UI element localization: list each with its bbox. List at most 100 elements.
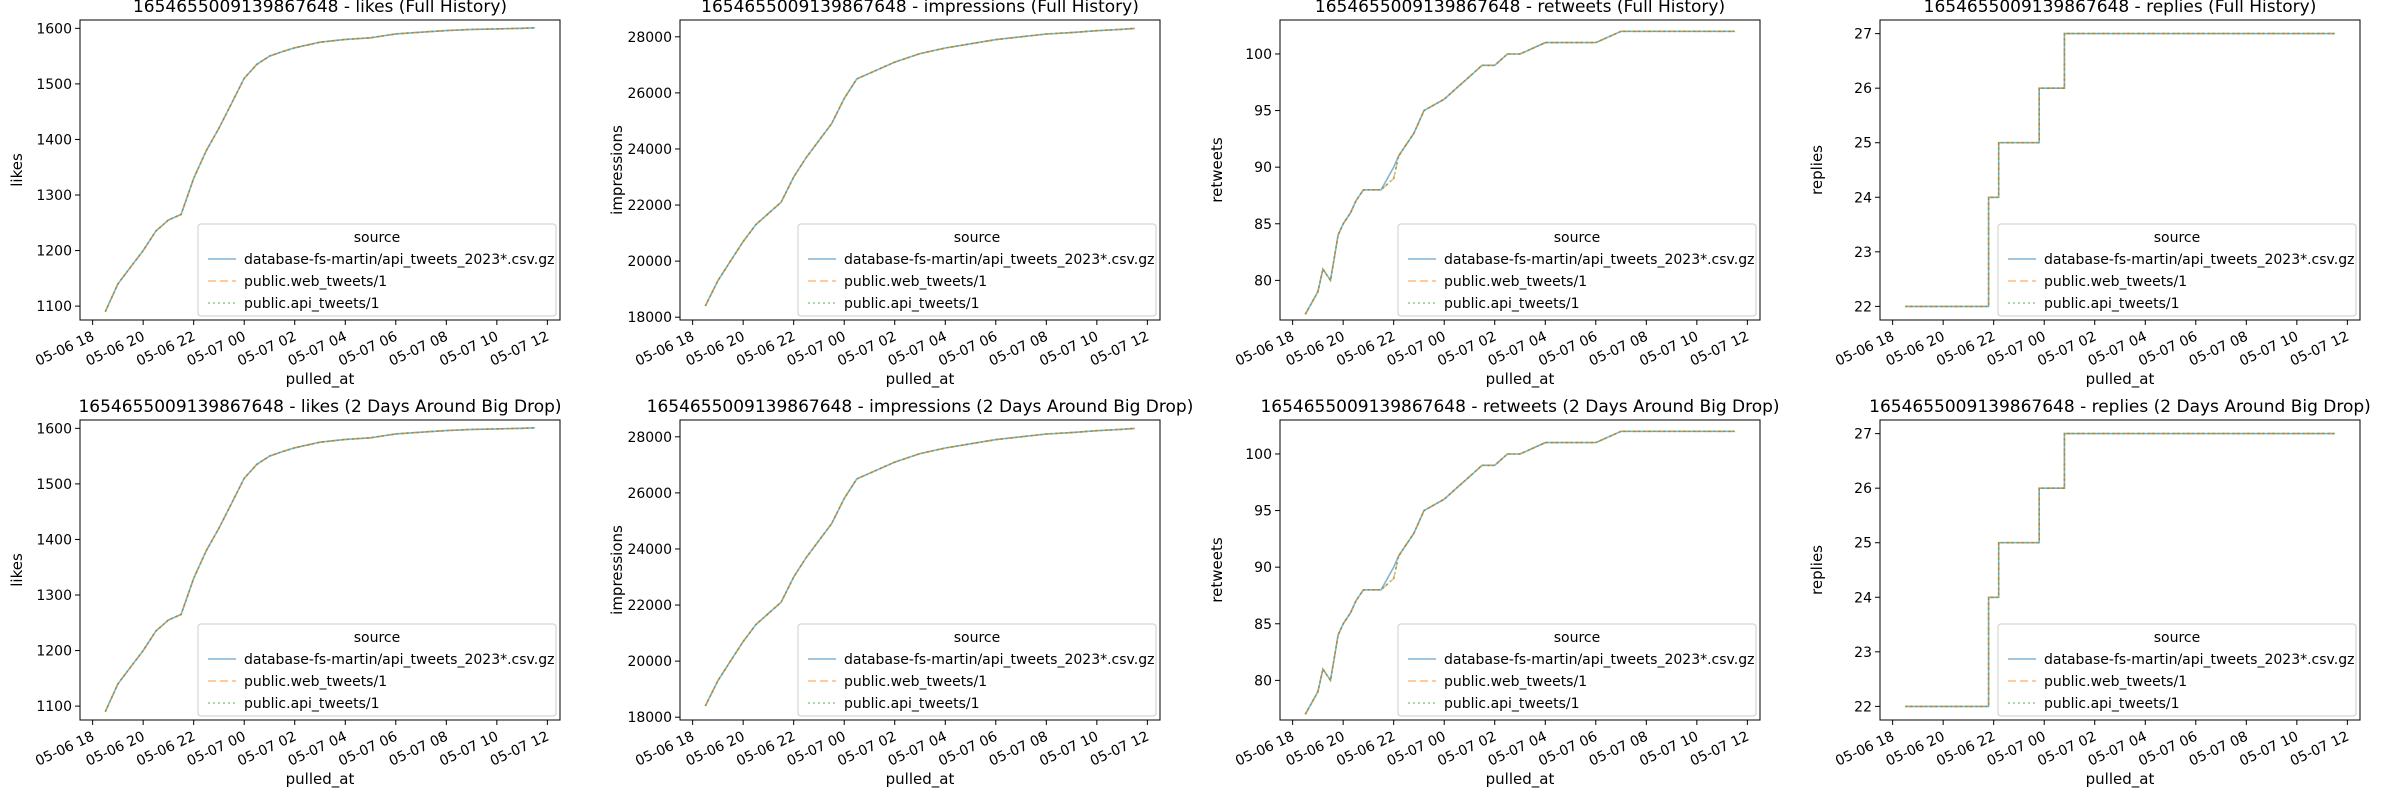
y-tick-label: 1400 bbox=[36, 532, 72, 548]
series-line-2 bbox=[1304, 30, 1735, 315]
subplot-title: 1654655009139867648 - likes (2 Days Arou… bbox=[78, 397, 561, 417]
y-axis-label: replies bbox=[1808, 545, 1826, 595]
y-tick-label: 1400 bbox=[36, 132, 72, 148]
legend-box bbox=[197, 223, 557, 317]
legend-title: source bbox=[954, 630, 1001, 646]
subplot-title: 1654655009139867648 - impressions (2 Day… bbox=[647, 397, 1194, 417]
series-line-3 bbox=[104, 27, 535, 313]
legend-entry: database-fs-martin/api_tweets_2023*.csv.… bbox=[2044, 652, 2354, 668]
axes-frame bbox=[1279, 19, 1761, 321]
x-tick-label: 05-07 12 bbox=[488, 329, 552, 370]
y-tick-label: 1100 bbox=[36, 299, 72, 315]
x-axis-label: pulled_at bbox=[2086, 770, 2155, 789]
x-axis-label: pulled_at bbox=[2086, 370, 2155, 389]
y-tick-label: 18000 bbox=[627, 710, 672, 726]
y-tick-label: 26 bbox=[1854, 481, 1872, 497]
y-tick-label: 95 bbox=[1254, 504, 1272, 520]
legend-entry: database-fs-martin/api_tweets_2023*.csv.… bbox=[2044, 252, 2354, 268]
subplot-6: 1654655009139867648 - impressions (2 Day… bbox=[608, 397, 1193, 789]
y-tick-label: 23 bbox=[1854, 245, 1872, 261]
legend-box bbox=[797, 623, 1157, 717]
y-tick-label: 1600 bbox=[36, 21, 72, 37]
y-tick-label: 27 bbox=[1854, 427, 1872, 443]
legend-box bbox=[1997, 623, 2357, 717]
legend-entry: public.api_tweets/1 bbox=[844, 296, 980, 312]
legend-title: source bbox=[2154, 230, 2201, 246]
y-tick-label: 28000 bbox=[627, 30, 672, 46]
legend-entry: public.web_tweets/1 bbox=[844, 674, 987, 690]
y-tick-label: 27 bbox=[1854, 27, 1872, 43]
x-axis-label: pulled_at bbox=[886, 770, 955, 789]
legend-entry: public.web_tweets/1 bbox=[844, 274, 987, 290]
legend-entry: public.web_tweets/1 bbox=[244, 274, 387, 290]
y-tick-label: 26000 bbox=[627, 486, 672, 502]
y-tick-label: 95 bbox=[1254, 104, 1272, 120]
x-tick-label: 05-07 12 bbox=[1688, 729, 1752, 770]
y-tick-label: 80 bbox=[1254, 673, 1272, 689]
axes-frame bbox=[1879, 419, 2361, 721]
y-tick-label: 20000 bbox=[627, 654, 672, 670]
legend-box bbox=[1397, 623, 1757, 717]
x-tick-label: 05-07 12 bbox=[1088, 329, 1152, 370]
y-tick-label: 85 bbox=[1254, 217, 1272, 233]
legend-entry: public.api_tweets/1 bbox=[2044, 696, 2180, 712]
y-tick-label: 24 bbox=[1854, 590, 1872, 606]
y-tick-label: 24000 bbox=[627, 542, 672, 558]
subplot-1: 1654655009139867648 - likes (Full Histor… bbox=[8, 0, 561, 389]
legend-entry: database-fs-martin/api_tweets_2023*.csv.… bbox=[244, 252, 554, 268]
legend: source database-fs-martin/api_tweets_2023… bbox=[197, 623, 557, 717]
y-tick-label: 100 bbox=[1245, 47, 1272, 63]
series-line-3 bbox=[704, 27, 1135, 307]
legend-entry: public.web_tweets/1 bbox=[1444, 274, 1587, 290]
legend-box bbox=[1997, 223, 2357, 317]
series-line-2 bbox=[1905, 32, 2335, 308]
legend-entry: public.api_tweets/1 bbox=[844, 696, 980, 712]
y-tick-label: 90 bbox=[1254, 160, 1272, 176]
legend-entry: public.api_tweets/1 bbox=[1444, 296, 1580, 312]
legend-box bbox=[1397, 223, 1757, 317]
y-tick-label: 1600 bbox=[36, 421, 72, 437]
legend-title: source bbox=[2154, 630, 2201, 646]
legend: source database-fs-martin/api_tweets_2023… bbox=[1997, 223, 2357, 317]
legend: source database-fs-martin/api_tweets_2023… bbox=[797, 223, 1157, 317]
x-axis-label: pulled_at bbox=[1486, 770, 1555, 789]
y-tick-label: 20000 bbox=[627, 254, 672, 270]
legend-entry: public.web_tweets/1 bbox=[244, 674, 387, 690]
y-axis-label: retweets bbox=[1208, 537, 1226, 603]
axes-frame bbox=[679, 19, 1161, 321]
subplot-title: 1654655009139867648 - retweets (Full His… bbox=[1315, 0, 1725, 17]
y-tick-label: 1100 bbox=[36, 699, 72, 715]
subplot-3: 1654655009139867648 - retweets (Full His… bbox=[1208, 0, 1761, 389]
legend-box bbox=[197, 623, 557, 717]
legend-entry: database-fs-martin/api_tweets_2023*.csv.… bbox=[1444, 252, 1754, 268]
x-axis-label: pulled_at bbox=[286, 370, 355, 389]
legend-title: source bbox=[954, 230, 1001, 246]
series-line-3 bbox=[704, 427, 1135, 707]
legend-title: source bbox=[1554, 630, 1601, 646]
axes-frame bbox=[79, 19, 561, 321]
y-tick-label: 18000 bbox=[627, 310, 672, 326]
subplot-5: 1654655009139867648 - likes (2 Days Arou… bbox=[8, 397, 562, 789]
subplot-7: 1654655009139867648 - retweets (2 Days A… bbox=[1208, 397, 1780, 789]
legend-title: source bbox=[354, 230, 401, 246]
x-axis-label: pulled_at bbox=[1486, 370, 1555, 389]
y-tick-label: 22 bbox=[1854, 299, 1872, 315]
axes-frame bbox=[1879, 19, 2361, 321]
x-tick-label: 05-07 12 bbox=[488, 729, 552, 770]
y-tick-label: 100 bbox=[1245, 447, 1272, 463]
axes-frame bbox=[79, 419, 561, 721]
y-tick-label: 1300 bbox=[36, 588, 72, 604]
legend-entry: public.api_tweets/1 bbox=[1444, 696, 1580, 712]
y-tick-label: 23 bbox=[1854, 645, 1872, 661]
legend-title: source bbox=[354, 630, 401, 646]
subplot-title: 1654655009139867648 - retweets (2 Days A… bbox=[1260, 397, 1779, 417]
legend-entry: public.web_tweets/1 bbox=[2044, 274, 2187, 290]
axes-frame bbox=[679, 419, 1161, 721]
y-axis-label: likes bbox=[8, 153, 26, 187]
legend: source database-fs-martin/api_tweets_2023… bbox=[1397, 223, 1757, 317]
subplot-4: 1654655009139867648 - replies (Full Hist… bbox=[1808, 0, 2361, 389]
y-axis-label: retweets bbox=[1208, 137, 1226, 203]
y-tick-label: 1200 bbox=[36, 644, 72, 660]
y-tick-label: 26000 bbox=[627, 86, 672, 102]
